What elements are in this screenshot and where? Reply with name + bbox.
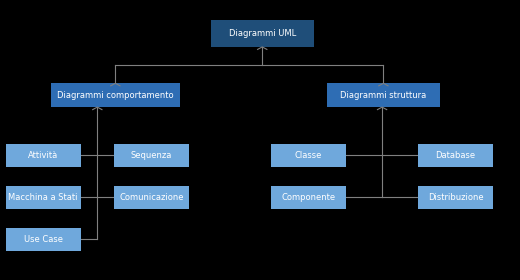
Text: Comunicazione: Comunicazione <box>119 193 184 202</box>
Text: Use Case: Use Case <box>24 235 63 244</box>
FancyBboxPatch shape <box>114 144 189 167</box>
FancyBboxPatch shape <box>114 186 189 209</box>
Text: Componente: Componente <box>282 193 336 202</box>
Text: Attività: Attività <box>28 151 58 160</box>
Text: Diagrammi struttura: Diagrammi struttura <box>340 91 426 100</box>
Text: Classe: Classe <box>295 151 322 160</box>
Text: Database: Database <box>436 151 476 160</box>
FancyBboxPatch shape <box>271 144 346 167</box>
Text: Macchina a Stati: Macchina a Stati <box>8 193 78 202</box>
FancyBboxPatch shape <box>418 186 493 209</box>
FancyBboxPatch shape <box>271 186 346 209</box>
Text: Diagrammi UML: Diagrammi UML <box>229 29 296 38</box>
FancyBboxPatch shape <box>418 144 493 167</box>
FancyBboxPatch shape <box>51 83 180 107</box>
FancyBboxPatch shape <box>211 20 314 47</box>
FancyBboxPatch shape <box>327 83 440 107</box>
FancyBboxPatch shape <box>6 186 81 209</box>
FancyBboxPatch shape <box>6 144 81 167</box>
Text: Distribuzione: Distribuzione <box>428 193 484 202</box>
Text: Sequenza: Sequenza <box>131 151 172 160</box>
Text: Diagrammi comportamento: Diagrammi comportamento <box>57 91 174 100</box>
FancyBboxPatch shape <box>6 228 81 251</box>
